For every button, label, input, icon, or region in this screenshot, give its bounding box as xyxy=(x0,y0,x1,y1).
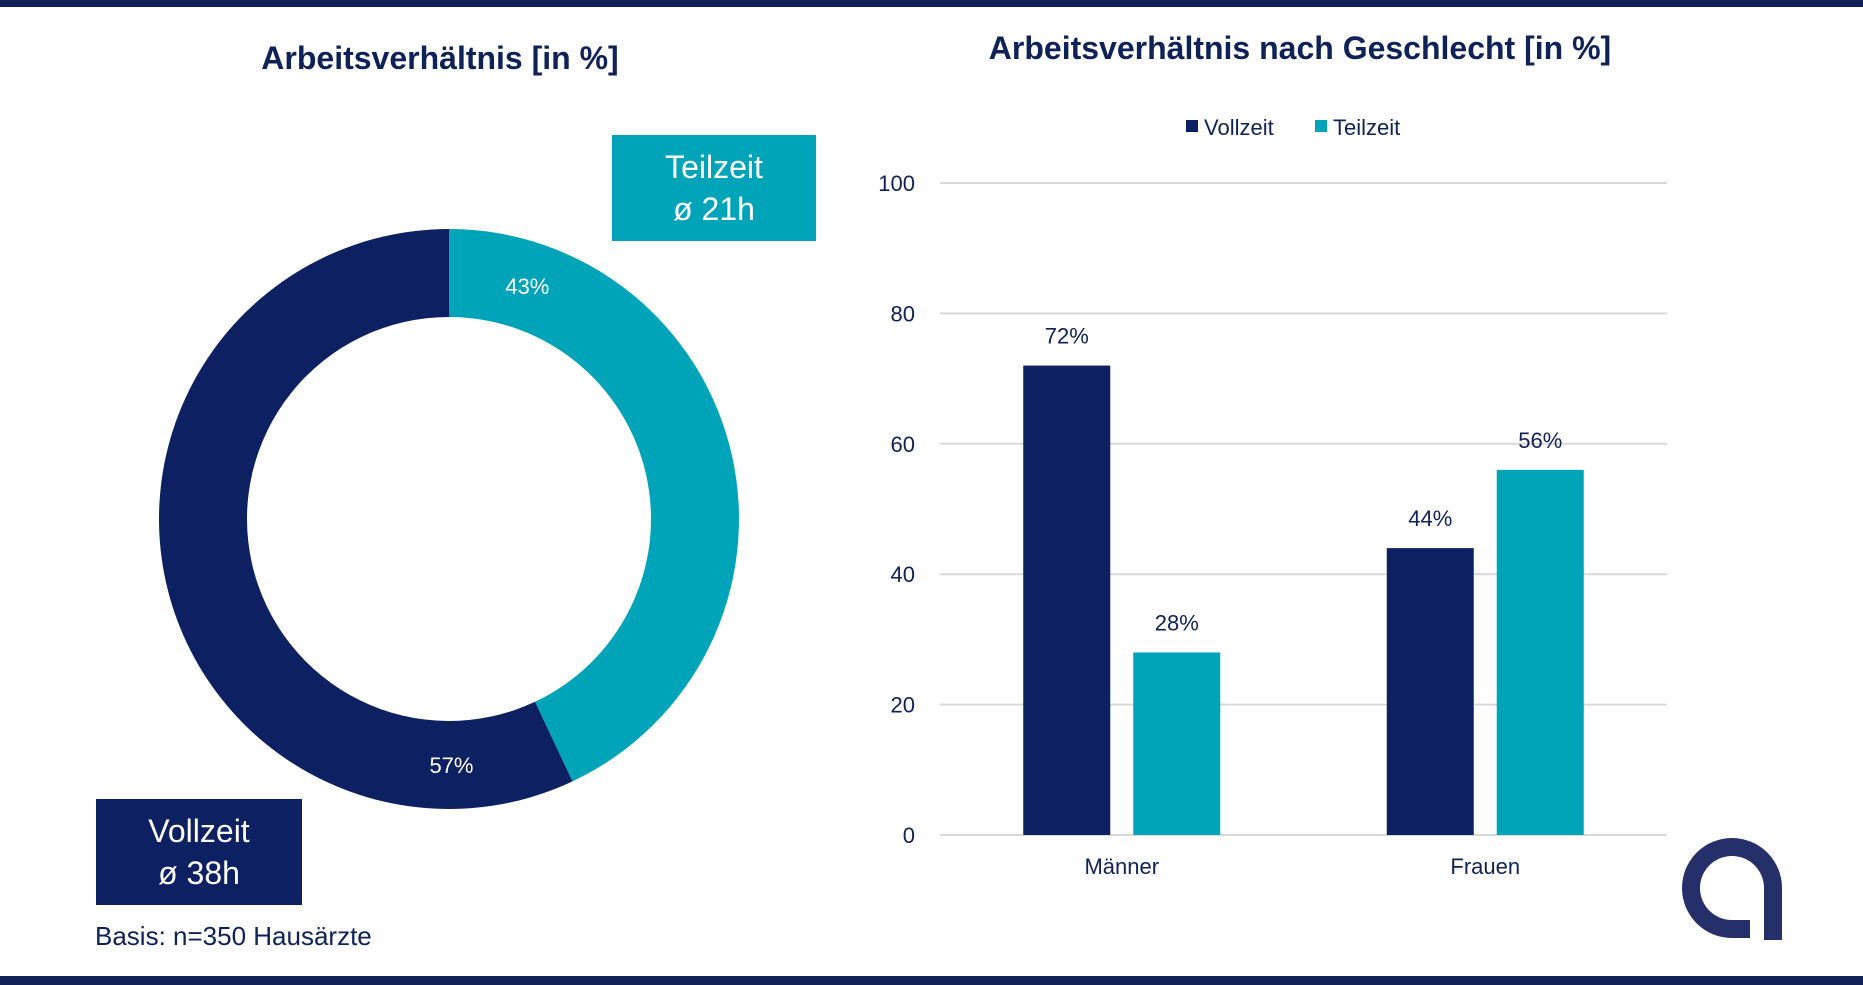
legend-label-vollzeit: Vollzeit xyxy=(1204,115,1274,140)
vollzeit-callout: Vollzeit ø 38h xyxy=(96,799,302,905)
bar-data-label-vollzeit-mnner: 72% xyxy=(1045,324,1089,349)
legend-swatch-teilzeit xyxy=(1315,120,1327,132)
x-tick-label-frauen: Frauen xyxy=(1450,854,1520,879)
bar-data-label-vollzeit-frauen: 44% xyxy=(1408,506,1452,531)
bar-vollzeit-frauen xyxy=(1386,548,1474,835)
donut-data-label-vollzeit: 57% xyxy=(429,753,473,778)
y-tick-label-40: 40 xyxy=(891,562,915,587)
bar-teilzeit-frauen xyxy=(1496,469,1584,835)
x-tick-label-mnner: Männer xyxy=(1084,854,1159,879)
bar-vollzeit-mnner xyxy=(1023,365,1111,835)
vollzeit-callout-label: Vollzeit xyxy=(148,813,250,849)
donut-chart-title: Arbeitsverhältnis [in %] xyxy=(261,40,619,76)
donut-slice-teilzeit xyxy=(449,229,739,782)
footnote: Basis: n=350 Hausärzte xyxy=(95,921,372,951)
y-tick-label-100: 100 xyxy=(878,171,915,196)
bottom-border-band xyxy=(0,976,1863,985)
legend-label-teilzeit: Teilzeit xyxy=(1333,115,1400,140)
teilzeit-callout-hours: ø 21h xyxy=(673,191,755,227)
teilzeit-callout: Teilzeit ø 21h xyxy=(612,135,816,241)
vollzeit-callout-hours: ø 38h xyxy=(158,855,240,891)
bar-chart-title: Arbeitsverhältnis nach Geschlecht [in %] xyxy=(988,30,1612,66)
donut-data-label-teilzeit: 43% xyxy=(505,274,549,299)
bar-teilzeit-mnner xyxy=(1133,652,1221,835)
legend-swatch-vollzeit xyxy=(1186,120,1198,132)
y-tick-label-60: 60 xyxy=(891,432,915,457)
top-border-band xyxy=(0,0,1863,7)
y-tick-label-80: 80 xyxy=(891,301,915,326)
bar-data-label-teilzeit-frauen: 56% xyxy=(1518,428,1562,453)
donut-slice-vollzeit xyxy=(158,229,573,809)
bar-data-label-teilzeit-mnner: 28% xyxy=(1155,610,1199,635)
y-tick-label-20: 20 xyxy=(891,693,915,718)
y-tick-label-0: 0 xyxy=(903,823,915,848)
teilzeit-callout-label: Teilzeit xyxy=(665,149,763,185)
stylized-a-logo-icon xyxy=(1682,838,1782,940)
